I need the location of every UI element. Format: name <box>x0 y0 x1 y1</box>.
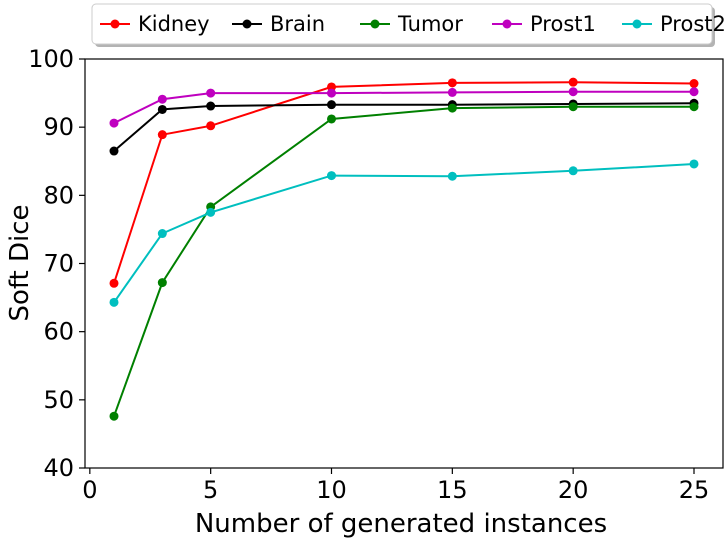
legend-box <box>91 3 713 45</box>
data-point-kidney <box>109 278 119 288</box>
data-point-prost2 <box>689 159 699 169</box>
plot-lines <box>113 81 695 417</box>
data-point-prost1 <box>206 88 216 98</box>
y-tick-label: 50 <box>43 386 74 414</box>
x-tick-label: 10 <box>316 476 347 504</box>
data-point-prost1 <box>327 88 336 98</box>
data-point-prost1 <box>157 94 167 104</box>
data-point-prost1 <box>568 87 578 97</box>
data-point-kidney <box>157 130 167 140</box>
data-point-prost2 <box>157 229 167 239</box>
x-tick-label: 15 <box>437 476 468 504</box>
legend-marker-kidney <box>110 19 120 29</box>
legend-marker-tumor <box>370 19 380 29</box>
data-point-prost2 <box>327 171 336 181</box>
data-point-tumor <box>327 114 336 124</box>
series-line-tumor <box>113 105 694 417</box>
y-tick-label: 80 <box>43 181 74 209</box>
x-axis-label: Number of generated instances <box>195 509 607 539</box>
data-point-brain <box>206 101 216 111</box>
legend-label-brain: Brain <box>270 12 325 36</box>
legend: Kidney Brain Tumor Prost1 Prost2 <box>91 3 726 47</box>
data-point-brain <box>109 146 119 156</box>
y-tick-label: 40 <box>43 454 74 482</box>
data-point-kidney <box>568 77 578 87</box>
plot-markers <box>109 77 699 421</box>
data-point-tumor <box>109 411 119 421</box>
data-point-kidney <box>447 78 457 88</box>
data-point-prost1 <box>689 87 699 97</box>
data-point-kidney <box>689 79 699 89</box>
legend-marker-prost1 <box>502 19 512 29</box>
data-point-tumor <box>689 102 699 112</box>
x-tick-label: 0 <box>82 476 97 504</box>
legend-marker-brain <box>242 19 252 29</box>
x-axis-ticks: 0 5 10 15 20 25 <box>82 468 709 504</box>
x-tick-label: 20 <box>558 476 589 504</box>
data-point-brain <box>327 100 336 110</box>
data-point-prost1 <box>109 118 119 128</box>
data-point-kidney <box>206 121 216 131</box>
data-point-tumor <box>157 278 167 288</box>
legend-label-tumor: Tumor <box>397 12 463 36</box>
y-axis-label: Soft Dice <box>5 204 35 321</box>
y-tick-label: 70 <box>43 250 74 278</box>
y-tick-label: 60 <box>43 318 74 346</box>
data-point-brain <box>157 104 167 114</box>
y-axis-ticks: 40 50 60 70 80 90 100 <box>28 45 85 482</box>
y-tick-label: 100 <box>28 45 74 73</box>
data-point-prost2 <box>447 171 457 181</box>
y-tick-label: 90 <box>43 113 74 141</box>
legend-label-prost2: Prost2 <box>660 12 726 36</box>
data-point-tumor <box>447 103 457 113</box>
plot-frame <box>84 58 724 469</box>
legend-label-kidney: Kidney <box>138 12 210 36</box>
x-tick-label: 5 <box>203 476 218 504</box>
series-line-prost2 <box>113 163 695 303</box>
data-point-prost2 <box>206 207 216 217</box>
data-point-prost2 <box>568 166 578 176</box>
data-point-tumor <box>568 102 578 112</box>
legend-marker-prost2 <box>632 19 642 29</box>
data-point-prost2 <box>109 297 119 307</box>
data-point-prost1 <box>447 87 457 97</box>
x-tick-label: 25 <box>679 476 710 504</box>
legend-label-prost1: Prost1 <box>530 12 596 36</box>
